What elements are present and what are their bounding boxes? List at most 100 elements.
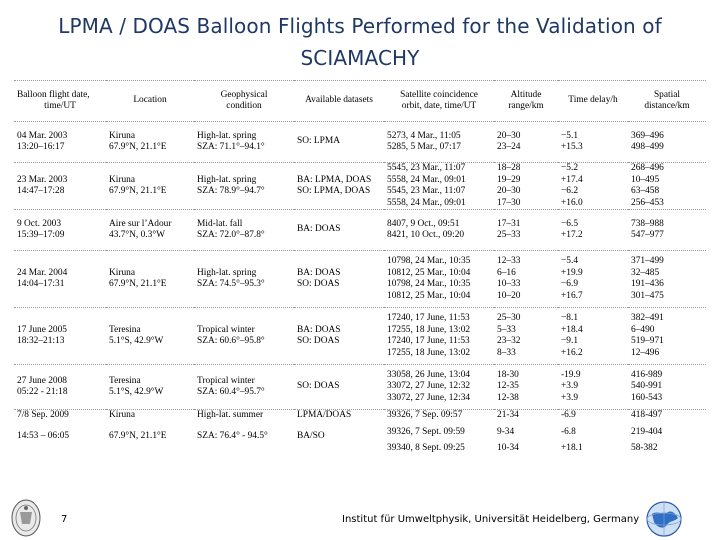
cell-line: +16.2 [561,347,583,358]
cell-location: Kiruna 67.9°N, 21.1°E [106,250,194,308]
cell-datasets: SO: LPMA [294,121,384,163]
cell-line: 32–485 [631,267,660,278]
cell-line: 10–20 [497,290,521,301]
cell-delay: −6.5 +17.2 [558,209,628,251]
cell-distance: 371–499 32–485 191–436 301–475 [628,250,706,308]
table-row: 17 June 2005 18:32–21:13 Teresina 5.1°S, 42… [14,307,706,365]
table-header-row: Balloon flight date, time/UT Location Geo… [14,80,706,122]
cell-distance: 382–491 6–490 519–971 12–496 [628,307,706,365]
cell-coincidence: 5545, 23 Mar., 11:07 5558, 24 Mar., 09:01… [384,162,494,210]
cell-line: Tropical winter [197,375,255,386]
cell-line: 10–33 [497,279,521,289]
title-line-1: LPMA / DOAS Balloon Flights Performed fo… [58,14,662,38]
cell-line: Kiruna [109,130,136,141]
cell-line: 738–988 [631,218,664,229]
cell-datasets: BA: DOAS SO: DOAS [294,307,384,365]
cell-condition: Mid-lat. fall SZA: 72.0°–87.8° [194,209,294,251]
table-row: 04 Mar. 2003 13:20–16:17 Kiruna 67.9°N, 21.… [14,121,706,163]
cell-line: 268–496 [631,163,664,173]
cell-line: 18–28 [497,163,521,173]
cell-line: 219-404 [631,426,663,437]
cell-datasets: LPMA/DOAS BA/SO [294,409,384,460]
globe-icon [646,501,682,537]
cell-line: 18-30 [497,369,519,380]
cell-line: 5545, 23 Mar., 11:07 [387,163,466,173]
cell-line: 8–33 [497,347,516,358]
cell-line: 14:53 – 06:05 [17,430,70,441]
cell-line: 5.1°S, 42.9°W [109,336,164,346]
cell-line: SZA: 60.4°–95.7° [197,387,265,397]
cell-delay: -6.9 -6.8 +18.1 [558,409,628,460]
cell-altitude: 12–33 6–16 10–33 10–20 [494,250,558,308]
cell-line: 63–458 [631,186,660,196]
cell-date: 9 Oct. 2003 15:39–17:09 [14,209,106,251]
cell-line: −9.1 [561,336,579,346]
cell-condition: Tropical winter SZA: 60.6°–95.8° [194,307,294,365]
cell-altitude: 18-30 12-35 12-38 [494,364,558,410]
cell-line: 12–496 [631,347,660,358]
cell-line: SZA: 72.0°–87.8° [197,230,265,240]
header-location: Location [106,80,194,122]
cell-line: 10798, 24 Mar., 10:35 [387,279,471,289]
cell-line: SO: DOAS [297,279,340,289]
cell-line: 20–30 [497,130,521,141]
cell-line: BA: DOAS [297,224,341,235]
cell-delay: −8.1 +18.4 −9.1 +16.2 [558,307,628,365]
cell-line: 24 Mar. 2004 [17,267,68,278]
cell-line: 10812, 25 Mar., 10:04 [387,290,471,301]
cell-line: 12–33 [497,256,521,266]
cell-line: 43.7°N, 0.3°W [109,230,165,240]
cell-location: Kiruna 67.9°N, 21.1°E [106,162,194,210]
cell-line: 9-34 [497,426,515,437]
table-row: 7/8 Sep. 2009 14:53 – 06:05 Kiruna 67.9°N, … [14,409,706,460]
cell-line: −5.2 [561,163,579,173]
cell-line: 21-34 [497,410,519,420]
cell-line: SO: LPMA [297,136,340,147]
cell-line: −5.4 [561,256,579,266]
cell-line: -6.9 [561,410,576,420]
cell-line: −6.2 [561,186,579,196]
cell-line: 8407, 9 Oct., 09:51 [387,218,460,229]
university-seal-icon [11,499,41,537]
cell-line: 519–971 [631,336,664,346]
cell-line: 382–491 [631,313,664,323]
cell-line: 27 June 2008 [17,375,67,386]
cell-line: 39326, 7 Sept. 09:59 [387,426,465,437]
cell-line: 256–453 [631,197,664,208]
cell-coincidence: 5273, 4 Mar., 11:05 5285, 5 Mar., 07:17 [384,121,494,163]
cell-line: 14:04–17:31 [17,279,65,289]
cell-line: 67.9°N, 21.1°E [109,279,167,289]
cell-line: 5558, 24 Mar., 09:01 [387,174,466,185]
cell-line: +19.9 [561,267,583,278]
cell-line: 23 Mar. 2003 [17,174,68,185]
cell-line: 15:39–17:09 [17,230,65,240]
cell-line: SZA: 71.1°–94.1° [197,142,265,152]
cell-line: SO: LPMA, DOAS [297,186,371,196]
header-distance: Spatial distance/km [628,80,706,122]
cell-line: 191–436 [631,279,664,289]
cell-line: BA: DOAS [297,267,341,278]
cell-line: 17240, 17 June, 11:53 [387,336,470,346]
cell-line: Teresina [109,375,141,386]
cell-line: 05:22 - 21:18 [17,387,68,397]
cell-line: +17.4 [561,174,583,185]
cell-line: -19.9 [561,369,581,380]
cell-line: 6–16 [497,267,516,278]
cell-line: 5.1°S, 42.9°W [109,387,164,397]
cell-line: SO: DOAS [297,381,340,392]
cell-line: 10798, 24 Mar., 10:35 [387,256,471,266]
cell-date: 04 Mar. 2003 13:20–16:17 [14,121,106,163]
cell-line: 17 June 2005 [17,324,67,335]
cell-date: 17 June 2005 18:32–21:13 [14,307,106,365]
cell-line: 25–30 [497,313,521,323]
cell-coincidence: 10798, 24 Mar., 10:35 10812, 25 Mar., 10:… [384,250,494,308]
cell-line: 10–495 [631,174,660,185]
cell-line: +3.9 [561,381,579,392]
cell-line: 25–33 [497,230,521,240]
cell-line: 39340, 8 Sept. 09:25 [387,443,465,453]
cell-line: SZA: 60.6°–95.8° [197,336,265,346]
cell-altitude: 25–30 5–33 23–32 8–33 [494,307,558,365]
cell-line: 67.9°N, 21.1°E [109,186,167,196]
cell-distance: 738–988 547–977 [628,209,706,251]
cell-location: Aire sur l’Adour 43.7°N, 0.3°W [106,209,194,251]
